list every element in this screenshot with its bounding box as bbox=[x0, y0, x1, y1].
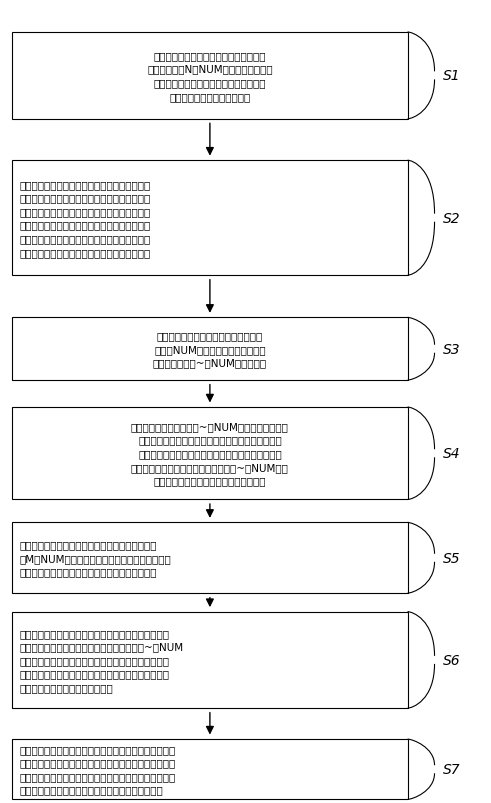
Text: 通过结构光图像采集设备，在实时状态下，连续采
集M组NUM个并排车位范围内的车位图像与结构光
车位图像序列，采用多帧差分法获取平均差分图像: 通过结构光图像采集设备，在实时状态下，连续采 集M组NUM个并排车位范围内的车位… bbox=[20, 540, 171, 577]
FancyBboxPatch shape bbox=[12, 161, 408, 276]
Text: 按照第二步骤的方法，获取平均差分图像的二值图像，
采用骨架提取算法，分别提取第一感兴趣区域~第NUM
感兴趣区域内标记连通区域的骨架线，采用聚类算法对
每个感兴: 按照第二步骤的方法，获取平均差分图像的二值图像， 采用骨架提取算法，分别提取第一… bbox=[20, 628, 184, 692]
Text: 采用最小二乘法分别对每个感兴趣区域内的所有聚类骨架
线组进行直线拟合，获取拟合直线的截距和斜率，若某一
感兴趣区域有一条拟合直线，则根据截距和斜率判别法判
断是: 采用最小二乘法分别对每个感兴趣区域内的所有聚类骨架 线组进行直线拟合，获取拟合直… bbox=[20, 744, 176, 795]
FancyBboxPatch shape bbox=[12, 612, 408, 708]
Text: 根据图像内标记的车位线，在二值图像
内划分NUM个矩形区域，依次标记为
第一感兴趣区域~第NUM感兴趣区域: 根据图像内标记的车位线，在二值图像 内划分NUM个矩形区域，依次标记为 第一感兴… bbox=[153, 331, 267, 368]
FancyBboxPatch shape bbox=[12, 408, 408, 499]
Text: S1: S1 bbox=[443, 69, 461, 84]
FancyBboxPatch shape bbox=[12, 318, 408, 381]
Text: S3: S3 bbox=[443, 342, 461, 357]
Text: 分别提取第一感兴趣区域~第NUM感兴趣区域内标记
连通区域的骨架线，并采用最小二乘法将该感兴趣区
域内的所有骨架线进行直线拟合，获取拟合直线的截
距和斜率，分别: 分别提取第一感兴趣区域~第NUM感兴趣区域内标记 连通区域的骨架线，并采用最小二… bbox=[131, 422, 289, 486]
FancyBboxPatch shape bbox=[12, 739, 408, 800]
Text: S6: S6 bbox=[443, 653, 461, 667]
Text: S5: S5 bbox=[443, 551, 461, 565]
Text: 采用阈值分割算法对平均差分图像进行阈值分割
，获取平均差分图像的二值图像，采用连通区域
标记法对二值图像进行连通区域标记，统计每个
标记连通区域的面积，计算该二: 采用阈值分割算法对平均差分图像进行阈值分割 ，获取平均差分图像的二值图像，采用连… bbox=[20, 179, 151, 258]
Text: S7: S7 bbox=[443, 762, 461, 777]
Text: 通过结构光图像采集设备，在无车辆状态
下，连续采集N组NUM个并排车位范围内
的车位图像与结构光车位图像序列，采用
多帧差分法获取平均差分图像: 通过结构光图像采集设备，在无车辆状态 下，连续采集N组NUM个并排车位范围内 的… bbox=[147, 51, 273, 102]
FancyBboxPatch shape bbox=[12, 523, 408, 593]
Text: S2: S2 bbox=[443, 211, 461, 226]
Text: S4: S4 bbox=[443, 446, 461, 461]
FancyBboxPatch shape bbox=[12, 33, 408, 120]
